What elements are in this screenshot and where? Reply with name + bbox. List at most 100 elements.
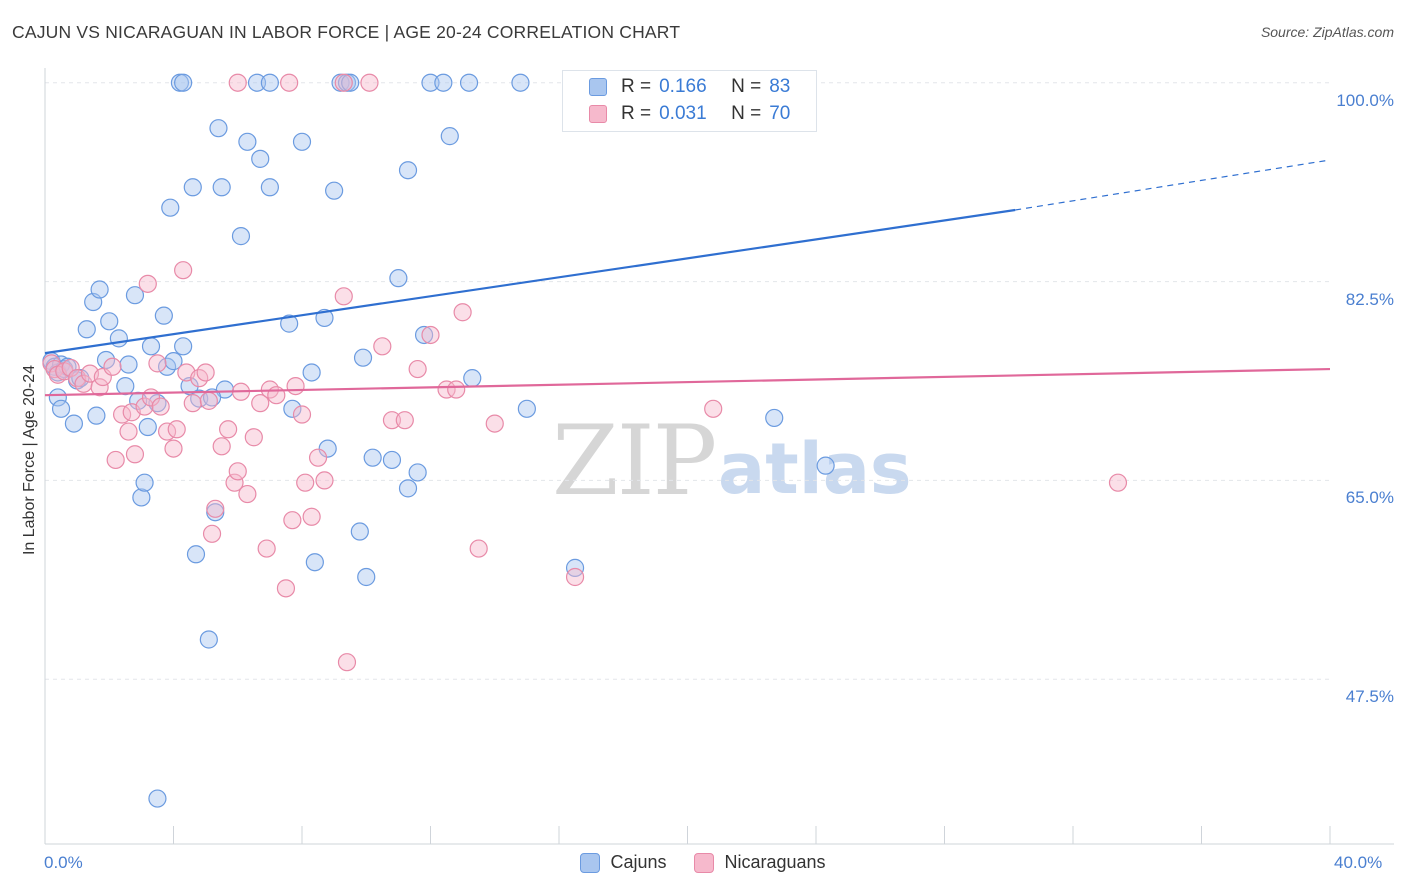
- legend-r-label: R =: [621, 103, 652, 124]
- cajun-point-81: [202, 388, 222, 407]
- nicaraguan-point-49: [308, 448, 328, 467]
- nicaraguan-point-65: [334, 73, 353, 92]
- cajun-point-32: [135, 473, 154, 492]
- nicaraguan-point-44: [283, 511, 302, 530]
- cajun-point-11: [87, 406, 106, 425]
- cajun-point-65: [389, 269, 408, 288]
- cajun-point-43: [231, 227, 251, 246]
- legend-item-nicaraguans[interactable]: Nicaraguans: [694, 852, 826, 873]
- legend-n-value: 70: [769, 103, 791, 124]
- cajun-point-41: [174, 73, 193, 92]
- cajun-point-71: [434, 73, 453, 92]
- cajun-point-38: [183, 178, 202, 197]
- cajun-point-52: [315, 308, 334, 328]
- cajun-point-20: [125, 286, 145, 305]
- nicaraguan-point-19: [151, 397, 170, 416]
- nicaraguan-point-8: [90, 378, 109, 397]
- x-tick-label-min: 0.0%: [44, 853, 83, 872]
- nicaraguan-point-52: [337, 653, 357, 672]
- nicaraguan-point-37: [238, 484, 257, 504]
- nicaraguan-point-13: [119, 422, 138, 441]
- cajun-point-27: [164, 352, 183, 371]
- series-legend: Cajuns Nicaraguans: [0, 852, 1406, 873]
- nicaraguan-point-62: [485, 414, 504, 433]
- nicaraguan-point-10: [103, 357, 122, 376]
- legend-row-nicaraguans: R = 0.031 N = 70: [589, 101, 790, 127]
- nicaraguan-point-67: [565, 567, 585, 587]
- cajun-trend-extension: [1015, 159, 1331, 211]
- cajun-point-68: [408, 463, 427, 482]
- cajun-point-69: [414, 325, 434, 345]
- nicaraguan-point-69: [1108, 473, 1128, 492]
- cajun-point-54: [325, 181, 344, 200]
- legend-item-cajuns[interactable]: Cajuns: [580, 852, 666, 873]
- nicaraguan-point-56: [408, 359, 427, 379]
- nicaraguan-point-59: [447, 380, 466, 399]
- correlation-legend: R = 0.166 N = 83 R = 0.031 N = 70: [562, 70, 817, 132]
- y-tick-label: 47.5%: [1345, 687, 1394, 707]
- cajun-point-33: [186, 545, 206, 564]
- cajun-point-74: [463, 369, 482, 388]
- cajun-point-66: [398, 161, 418, 180]
- nicaraguan-point-11: [106, 450, 125, 470]
- cajun-point-28: [174, 337, 193, 356]
- nicaraguan-point-47: [296, 473, 315, 492]
- cajun-point-12: [77, 320, 96, 339]
- cajun-point-25: [154, 306, 173, 325]
- cajun-trend-line: [44, 208, 1016, 355]
- nicaraguan-point-53: [373, 337, 392, 356]
- cajun-point-48: [283, 399, 302, 418]
- legend-label-nicaraguans: Nicaraguans: [724, 852, 826, 872]
- cajun-point-31: [132, 488, 151, 507]
- legend-swatch-nicaraguans: [694, 852, 715, 873]
- cajun-point-76: [517, 399, 536, 418]
- nicaraguan-point-30: [202, 524, 222, 543]
- legend-r-value: 0.031: [659, 103, 707, 124]
- nicaraguan-point-57: [421, 325, 440, 345]
- cajun-point-63: [357, 567, 376, 587]
- nicaraguan-point-21: [164, 439, 183, 458]
- nicaraguan-point-4: [61, 358, 80, 378]
- legend-r-value: 0.166: [659, 76, 707, 97]
- cajun-point-15: [100, 312, 119, 331]
- cajun-point-44: [238, 132, 257, 151]
- nicaraguan-point-68: [704, 399, 723, 418]
- nicaraguan-point-48: [302, 507, 321, 526]
- cajun-point-17: [116, 376, 135, 396]
- cajun-point-10: [64, 414, 84, 433]
- cajun-point-58: [247, 73, 267, 92]
- nicaraguan-point-60: [453, 303, 472, 322]
- cajun-point-51: [305, 553, 324, 572]
- nicaraguan-point-24: [138, 274, 157, 293]
- cajun-point-57: [341, 73, 360, 92]
- cajun-point-80: [816, 456, 835, 475]
- nicaraguan-point-46: [292, 405, 312, 424]
- nicaraguan-point-45: [286, 376, 305, 396]
- nicaraguan-point-31: [206, 499, 225, 518]
- cajun-point-22: [138, 417, 157, 437]
- nicaraguan-point-16: [135, 397, 154, 416]
- cajun-point-67: [398, 479, 418, 498]
- watermark-atlas: atlas: [718, 428, 912, 510]
- cajun-point-18: [119, 355, 138, 374]
- legend-swatch-cajuns: [589, 78, 607, 96]
- nicaraguan-point-66: [360, 73, 379, 92]
- nicaraguan-point-64: [280, 73, 299, 92]
- cajun-point-34: [199, 630, 218, 649]
- nicaraguan-point-15: [125, 445, 145, 464]
- cajun-point-59: [260, 73, 279, 92]
- nicaraguan-point-18: [148, 354, 167, 373]
- cajun-point-45: [251, 149, 270, 168]
- x-tick-label-max: 40.0%: [1334, 853, 1383, 872]
- cajun-point-23: [141, 337, 161, 356]
- nicaraguan-trend-line: [44, 367, 1331, 397]
- cajun-point-73: [459, 73, 479, 92]
- cajun-point-42: [209, 119, 228, 138]
- cajun-point-47: [280, 314, 299, 333]
- nicaraguan-point-39: [251, 394, 270, 413]
- nicaraguan-point-28: [196, 363, 215, 382]
- cajun-point-64: [382, 450, 402, 470]
- legend-n-label: N =: [731, 76, 762, 97]
- nicaraguan-point-26: [183, 394, 202, 413]
- legend-label-cajuns: Cajuns: [610, 852, 667, 872]
